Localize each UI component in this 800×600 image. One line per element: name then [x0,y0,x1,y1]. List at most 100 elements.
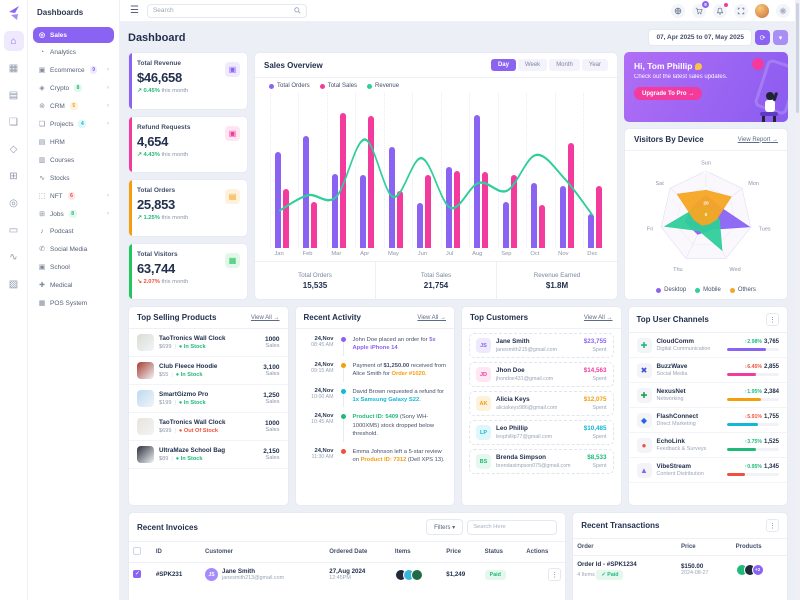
bar-total-orders[interactable] [360,175,367,248]
fullscreen-icon[interactable] [734,3,748,18]
tab-day[interactable]: Day [490,59,516,71]
gem-icon[interactable]: ◇ [9,143,18,155]
compass-icon[interactable]: ◎ [9,197,18,209]
invoice-search-input[interactable] [473,524,552,530]
tab-year[interactable]: Year [581,59,608,71]
apps-icon[interactable]: ▦ [8,62,19,74]
upgrade-button[interactable]: Upgrade To Pro → [634,87,703,100]
bar-total-orders[interactable] [531,182,538,248]
bar-total-orders[interactable] [588,213,595,248]
bar-total-sales[interactable] [596,186,603,248]
bar-total-sales[interactable] [368,116,375,248]
channel-row[interactable]: ● EchoLink Feedback & Surveys ↑3.75% 1,525 [628,433,787,458]
activity-link[interactable]: Order #1020 [391,371,426,378]
bar-total-sales[interactable] [567,142,574,248]
customer-row[interactable]: AK Alicia Keys aliciakeys986@gmail.com $12,… [469,391,614,416]
activity-link[interactable]: 1x Samsung Galaxy S22 [352,396,420,403]
channel-row[interactable]: ✖ BuzzWave Social Media ↓6.45% 2,855 [628,358,787,383]
cart-icon[interactable]: 9 [692,0,709,18]
bar-total-sales[interactable] [396,190,403,248]
search-input[interactable] [152,7,294,14]
bar-total-sales[interactable] [482,172,489,248]
sidebar-item-nft[interactable]: ⬚ NFT 6 › [33,188,114,204]
tab-week[interactable]: Week [517,59,548,71]
sidebar-item-jobs[interactable]: ⊞ Jobs 8 › [33,206,114,222]
sidebar-item-analytics[interactable]: ◔ Analytics [33,45,114,60]
customer-row[interactable]: LP Leo Phillip leophillip77@gmail.com $10,4… [469,420,614,445]
page-scrollbar[interactable] [795,0,800,600]
bar-total-orders[interactable] [502,201,509,248]
row-actions-button[interactable]: ⋮ [548,568,562,581]
scrollbar-thumb[interactable] [796,3,799,113]
layers-icon[interactable]: ▤ [8,89,19,101]
home-icon[interactable]: ⌂ [3,31,24,51]
channels-menu-icon[interactable]: ⋮ [766,313,779,326]
sidebar-item-crm[interactable]: ⊚ CRM 5 › [33,98,114,114]
bar-total-sales[interactable] [510,175,517,248]
channel-row[interactable]: ✚ CloudComm Digital Communication ↑2.98% 3,7… [628,333,787,358]
kanban-icon[interactable]: ▧ [8,278,19,290]
menu-icon[interactable]: ☰ [130,5,139,16]
bar-total-orders[interactable] [303,136,310,248]
bar-total-sales[interactable] [539,204,546,248]
bar-total-orders[interactable] [474,114,481,248]
sidebar-item-crypto[interactable]: ◈ Crypto 8 › [33,80,114,96]
bar-total-orders[interactable] [559,186,566,248]
activity-link[interactable]: Product ID: 7312 [360,456,407,463]
bar-total-orders[interactable] [417,203,424,248]
customer-row[interactable]: JS Jane Smith janesmith215@gmail.com $23,75… [469,333,614,358]
product-row[interactable]: TaoTronics Wall Clock $699 | ● In Stock 1000… [129,329,288,357]
activity-link[interactable]: 5x Apple iPhone 14 [352,337,436,352]
sidebar-item-podcast[interactable]: ♪ Podcast [33,224,114,239]
activity-view-all-link[interactable]: View All → [417,314,446,321]
bar-total-orders[interactable] [274,151,281,248]
sidebar-item-ecommerce[interactable]: ▣ Ecommerce 9 › [33,62,114,78]
product-row[interactable]: Club Fleece Hoodie $55 | ● In Stock 3,100 Sal… [129,357,288,385]
sidebar-item-sales[interactable]: ◎ Sales [33,27,114,43]
product-row[interactable]: TaoTronics Wall Clock $699 | ● Out Of Stock… [129,413,288,441]
sidebar-item-pos-system[interactable]: ▦ POS System [33,295,114,311]
sidebar-item-medical[interactable]: ✚ Medical [33,277,114,293]
transactions-menu-icon[interactable]: ⋮ [766,519,779,532]
channel-row[interactable]: ✚ NexusNet Networking ↑1.95% 2,384 [628,383,787,408]
select-all-checkbox[interactable] [133,547,141,555]
user-avatar[interactable] [755,3,769,18]
sidebar-item-stocks[interactable]: ∿ Stocks [33,170,114,186]
product-row[interactable]: SmartGizmo Pro $199 | ● In Stock 1,250 Sales [129,385,288,413]
table-row[interactable]: Order Id - #SPK1234 4 Items ✓ Paid $150.00… [573,556,787,584]
bar-total-sales[interactable] [339,113,346,248]
customer-row[interactable]: JD Jhon Doe jhondoe431@gmail.com $14,563 Spe… [469,362,614,387]
bar-total-orders[interactable] [331,173,338,248]
chart-icon[interactable]: ∿ [9,251,18,263]
customers-view-all-link[interactable]: View All → [583,314,613,321]
date-range[interactable]: 07, Apr 2025 to 07, May 2025 [648,29,752,46]
tab-month[interactable]: Month [549,59,580,71]
sidebar-item-social-media[interactable]: ✆ Social Media [33,241,114,257]
customer-row[interactable]: BS Brenda Simpson brendasimpson075@gmail.c… [469,449,614,474]
bar-total-sales[interactable] [425,175,432,248]
bar-total-sales[interactable] [453,170,460,248]
sidebar-item-school[interactable]: ▣ School [33,259,114,275]
sidebar-item-hrm[interactable]: ▤ HRM [33,134,114,150]
bar-total-sales[interactable] [282,189,289,248]
product-row[interactable]: UltraMaze School Bag $89 | ● In Stock 2,150 S… [129,441,288,469]
notifications-icon[interactable] [713,2,728,18]
sidebar-item-projects[interactable]: ❏ Projects 4 › [33,116,114,132]
sidebar-item-courses[interactable]: ▥ Courses [33,152,114,168]
language-icon[interactable] [671,3,685,18]
bar-total-orders[interactable] [388,147,395,248]
activity-link[interactable]: Product ID: 5409 [352,414,399,421]
channel-row[interactable]: ◆ FlashConnect Direct Marketing ↓5.91% 1,755 [628,408,787,433]
calendar-icon[interactable]: ▭ [8,224,19,236]
filter-dropdown-button[interactable]: ▾ [773,30,788,45]
document-icon[interactable]: ❏ [9,116,18,128]
channel-row[interactable]: ▲ VibeStream Content Distribution ↑0.95% 1,3… [628,458,787,483]
view-report-link[interactable]: View Report → [737,136,778,143]
row-checkbox[interactable] [133,569,141,578]
products-view-all-link[interactable]: View All → [250,314,280,321]
store-icon[interactable]: ⊞ [9,170,18,182]
settings-icon[interactable] [776,3,790,18]
filters-button[interactable]: Filters ▾ [426,519,464,535]
refresh-button[interactable]: ⟳ [755,30,770,45]
